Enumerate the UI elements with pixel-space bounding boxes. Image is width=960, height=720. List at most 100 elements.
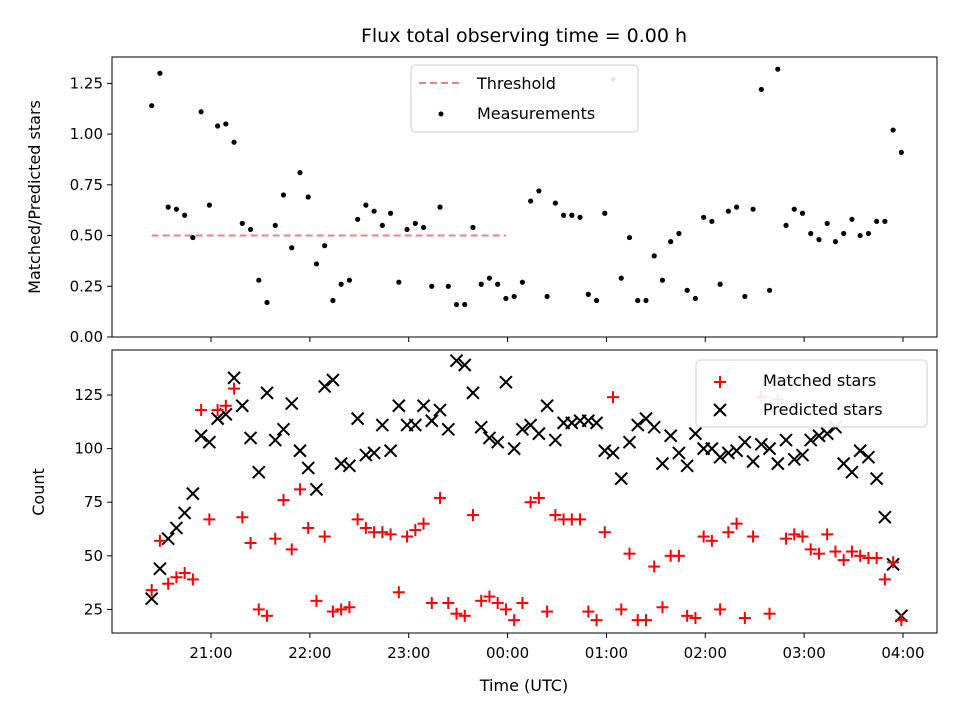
predicted-point: [309, 482, 324, 497]
predicted-point: [326, 373, 340, 387]
measurement-point: [420, 224, 427, 231]
measurement-point: [832, 239, 839, 245]
count-legend-box: [695, 359, 928, 428]
matched-point: [195, 404, 208, 417]
measurement-point: [841, 230, 847, 237]
predicted-point: [762, 441, 777, 456]
predicted-point: [598, 444, 612, 458]
predicted-point: [688, 426, 703, 441]
measurement-point: [775, 66, 781, 72]
matched-point: [458, 609, 471, 622]
count-y-label: Count: [29, 468, 48, 516]
measurement-point: [182, 212, 188, 218]
legend-threshold-label: Threshold: [476, 74, 556, 93]
measurement-point: [486, 275, 493, 281]
matched-point: [434, 491, 447, 504]
predicted-point: [548, 433, 563, 447]
measurement-point: [165, 204, 171, 210]
matched-point: [582, 605, 595, 618]
measurement-point: [882, 218, 888, 224]
measurement-point: [635, 297, 641, 304]
predicted-point: [614, 471, 628, 486]
measurement-point: [412, 220, 418, 226]
ratio-x-ticks: [210, 337, 904, 342]
measurement-point: [363, 202, 369, 208]
matched-point: [837, 554, 850, 567]
measurement-point: [742, 293, 748, 300]
matched-point: [285, 543, 298, 556]
measurement-point: [346, 277, 352, 283]
measurement-point: [602, 210, 608, 216]
predicted-point: [490, 435, 505, 449]
matched-point: [524, 496, 537, 509]
matched-point: [845, 545, 858, 558]
ratio-panel: Flux total observing time = 0.00 h 0.000…: [25, 25, 938, 346]
x-axis-label: Time (UTC): [479, 676, 568, 695]
measurement-point: [371, 208, 377, 214]
matched-point: [178, 566, 191, 579]
matched-point: [425, 596, 438, 609]
predicted-point: [869, 471, 884, 486]
matched-point: [244, 536, 257, 549]
ratio-legend-box: [410, 64, 639, 133]
predicted-point: [375, 418, 390, 432]
measurement-point: [725, 208, 731, 214]
predicted-point: [161, 531, 175, 546]
matched-point: [277, 494, 290, 507]
matched-point: [203, 513, 216, 526]
measurement-point: [659, 277, 666, 283]
predicted-point: [359, 448, 373, 462]
matched-point: [598, 526, 611, 539]
matched-point: [186, 573, 199, 586]
ratio-y-tick-label: 0.00: [70, 328, 103, 346]
measurement-point: [503, 295, 509, 302]
predicted-point: [795, 448, 810, 462]
matched-point: [211, 404, 224, 417]
measurement-point: [890, 127, 896, 133]
measurement-point: [824, 220, 830, 226]
measurement-point: [626, 234, 633, 241]
predicted-point: [334, 456, 348, 471]
predicted-point: [367, 446, 381, 460]
measurement-point: [223, 121, 229, 127]
matched-point: [153, 534, 166, 547]
predicted-point: [441, 422, 455, 437]
measurement-point: [857, 232, 863, 239]
predicted-point: [144, 591, 159, 606]
matched-point: [648, 560, 661, 573]
count-x-tick-label: 04:00: [881, 644, 924, 662]
measurement-point: [849, 216, 855, 222]
measurement-point: [173, 206, 179, 212]
ratio-y-ticks: 0.00 0.25 0.50 0.75 1.00 1.25: [70, 74, 112, 346]
measurement-point: [552, 200, 558, 206]
matched-point: [252, 603, 265, 616]
matched-point: [310, 594, 323, 607]
matched-point: [689, 611, 702, 624]
matched-point: [162, 577, 175, 590]
predicted-point: [235, 399, 250, 413]
matched-point: [574, 513, 587, 526]
predicted-point: [482, 431, 497, 445]
predicted-point: [622, 435, 637, 449]
matched-point: [170, 571, 183, 584]
predicted-point: [507, 441, 521, 456]
predicted-stars-series: [144, 354, 909, 623]
measurement-point: [577, 214, 583, 220]
predicted-point: [680, 459, 694, 473]
matched-point: [714, 603, 727, 616]
matched-point: [302, 521, 315, 534]
measurement-point: [404, 226, 410, 233]
ratio-y-tick-label: 0.75: [70, 176, 103, 194]
matched-point: [672, 549, 685, 562]
measurement-point: [214, 123, 221, 129]
count-x-tick-label: 00:00: [486, 644, 529, 662]
matched-point: [878, 573, 891, 586]
measurement-point: [750, 206, 756, 212]
measurement-point: [865, 230, 872, 237]
measurement-point: [453, 301, 460, 308]
predicted-point: [408, 418, 423, 432]
matched-point: [639, 614, 652, 627]
matched-point: [532, 491, 545, 504]
predicted-point: [606, 446, 620, 460]
